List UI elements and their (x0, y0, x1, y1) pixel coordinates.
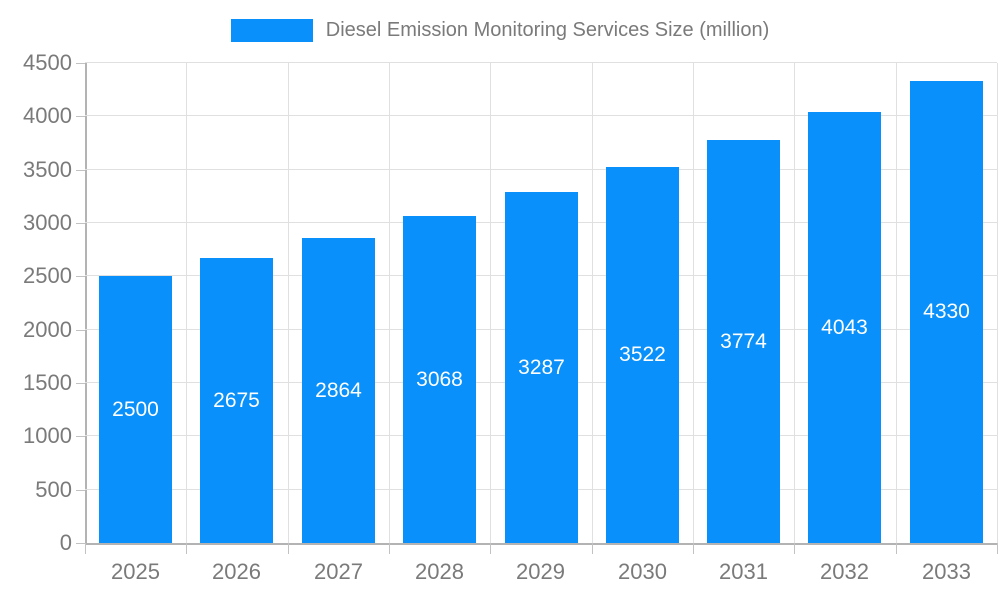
y-tick-4500 (76, 63, 85, 64)
bar-2025[interactable]: 2500 (99, 276, 172, 543)
v-gridline-5 (592, 63, 593, 543)
y-axis-label-4000: 4000 (23, 103, 72, 128)
y-tick-500 (76, 490, 85, 491)
x-axis-label-2027: 2027 (314, 559, 363, 584)
v-gridline-7 (794, 63, 795, 543)
y-axis-line (85, 63, 87, 545)
bar-value-label-2027: 2864 (315, 378, 362, 402)
v-gridline-2 (288, 63, 289, 543)
y-tick-3000 (76, 223, 85, 224)
y-tick-2500 (76, 276, 85, 277)
bar-value-label-2025: 2500 (112, 397, 159, 421)
x-axis-label-2032: 2032 (820, 559, 869, 584)
v-gridline-4 (490, 63, 491, 543)
x-tick-3 (389, 543, 390, 554)
x-axis-label-2025: 2025 (111, 559, 160, 584)
y-axis-label-0: 0 (59, 530, 72, 555)
bar-value-label-2026: 2675 (213, 388, 260, 412)
x-axis-label-2029: 2029 (516, 559, 565, 584)
x-axis-label-2026: 2026 (212, 559, 261, 584)
v-gridline-6 (693, 63, 694, 543)
y-axis-label-3500: 3500 (23, 157, 72, 182)
y-tick-3500 (76, 170, 85, 171)
y-tick-0 (76, 543, 85, 544)
bar-2029[interactable]: 3287 (505, 192, 578, 543)
y-axis-label-2000: 2000 (23, 317, 72, 342)
x-tick-1 (186, 543, 187, 554)
v-gridline-1 (186, 63, 187, 543)
v-gridline-8 (896, 63, 897, 543)
x-tick-2 (288, 543, 289, 554)
y-axis-label-1000: 1000 (23, 423, 72, 448)
x-tick-5 (592, 543, 593, 554)
x-tick-4 (490, 543, 491, 554)
x-axis-label-2030: 2030 (618, 559, 667, 584)
x-tick-8 (896, 543, 897, 554)
y-tick-1000 (76, 436, 85, 437)
y-axis-label-1500: 1500 (23, 370, 72, 395)
bar-2032[interactable]: 4043 (808, 112, 881, 543)
x-axis-label-2028: 2028 (415, 559, 464, 584)
x-axis-line (85, 543, 997, 545)
v-gridline-3 (389, 63, 390, 543)
bar-value-label-2029: 3287 (518, 355, 565, 379)
x-tick-7 (794, 543, 795, 554)
y-axis-label-3000: 3000 (23, 210, 72, 235)
y-axis-label-500: 500 (35, 477, 72, 502)
y-axis-label-2500: 2500 (23, 263, 72, 288)
y-tick-1500 (76, 383, 85, 384)
legend-label: Diesel Emission Monitoring Services Size… (325, 19, 770, 41)
h-gridline-4500 (85, 62, 997, 63)
legend-swatch (230, 19, 313, 42)
x-axis-label-2033: 2033 (922, 559, 971, 584)
x-tick-9 (997, 543, 998, 554)
legend[interactable]: Diesel Emission Monitoring Services Size… (0, 19, 1000, 42)
h-gridline-4000 (85, 115, 997, 116)
y-tick-4000 (76, 116, 85, 117)
y-tick-2000 (76, 330, 85, 331)
bar-value-label-2028: 3068 (416, 367, 463, 391)
h-gridline-3500 (85, 169, 997, 170)
x-axis-label-2031: 2031 (719, 559, 768, 584)
x-tick-0 (85, 543, 86, 554)
bar-2026[interactable]: 2675 (200, 258, 273, 543)
bar-value-label-2032: 4043 (821, 315, 868, 339)
x-tick-6 (693, 543, 694, 554)
bar-2031[interactable]: 3774 (707, 140, 780, 543)
y-axis-label-4500: 4500 (23, 50, 72, 75)
bar-value-label-2031: 3774 (720, 329, 767, 353)
bar-2028[interactable]: 3068 (403, 216, 476, 543)
bar-value-label-2030: 3522 (619, 343, 666, 366)
bar-2030[interactable]: 3522 (606, 167, 679, 543)
bar-value-label-2033: 4330 (923, 300, 970, 323)
v-gridline-9 (997, 63, 998, 543)
bar-2033[interactable]: 4330 (910, 81, 983, 543)
bar-2027[interactable]: 2864 (302, 238, 375, 543)
